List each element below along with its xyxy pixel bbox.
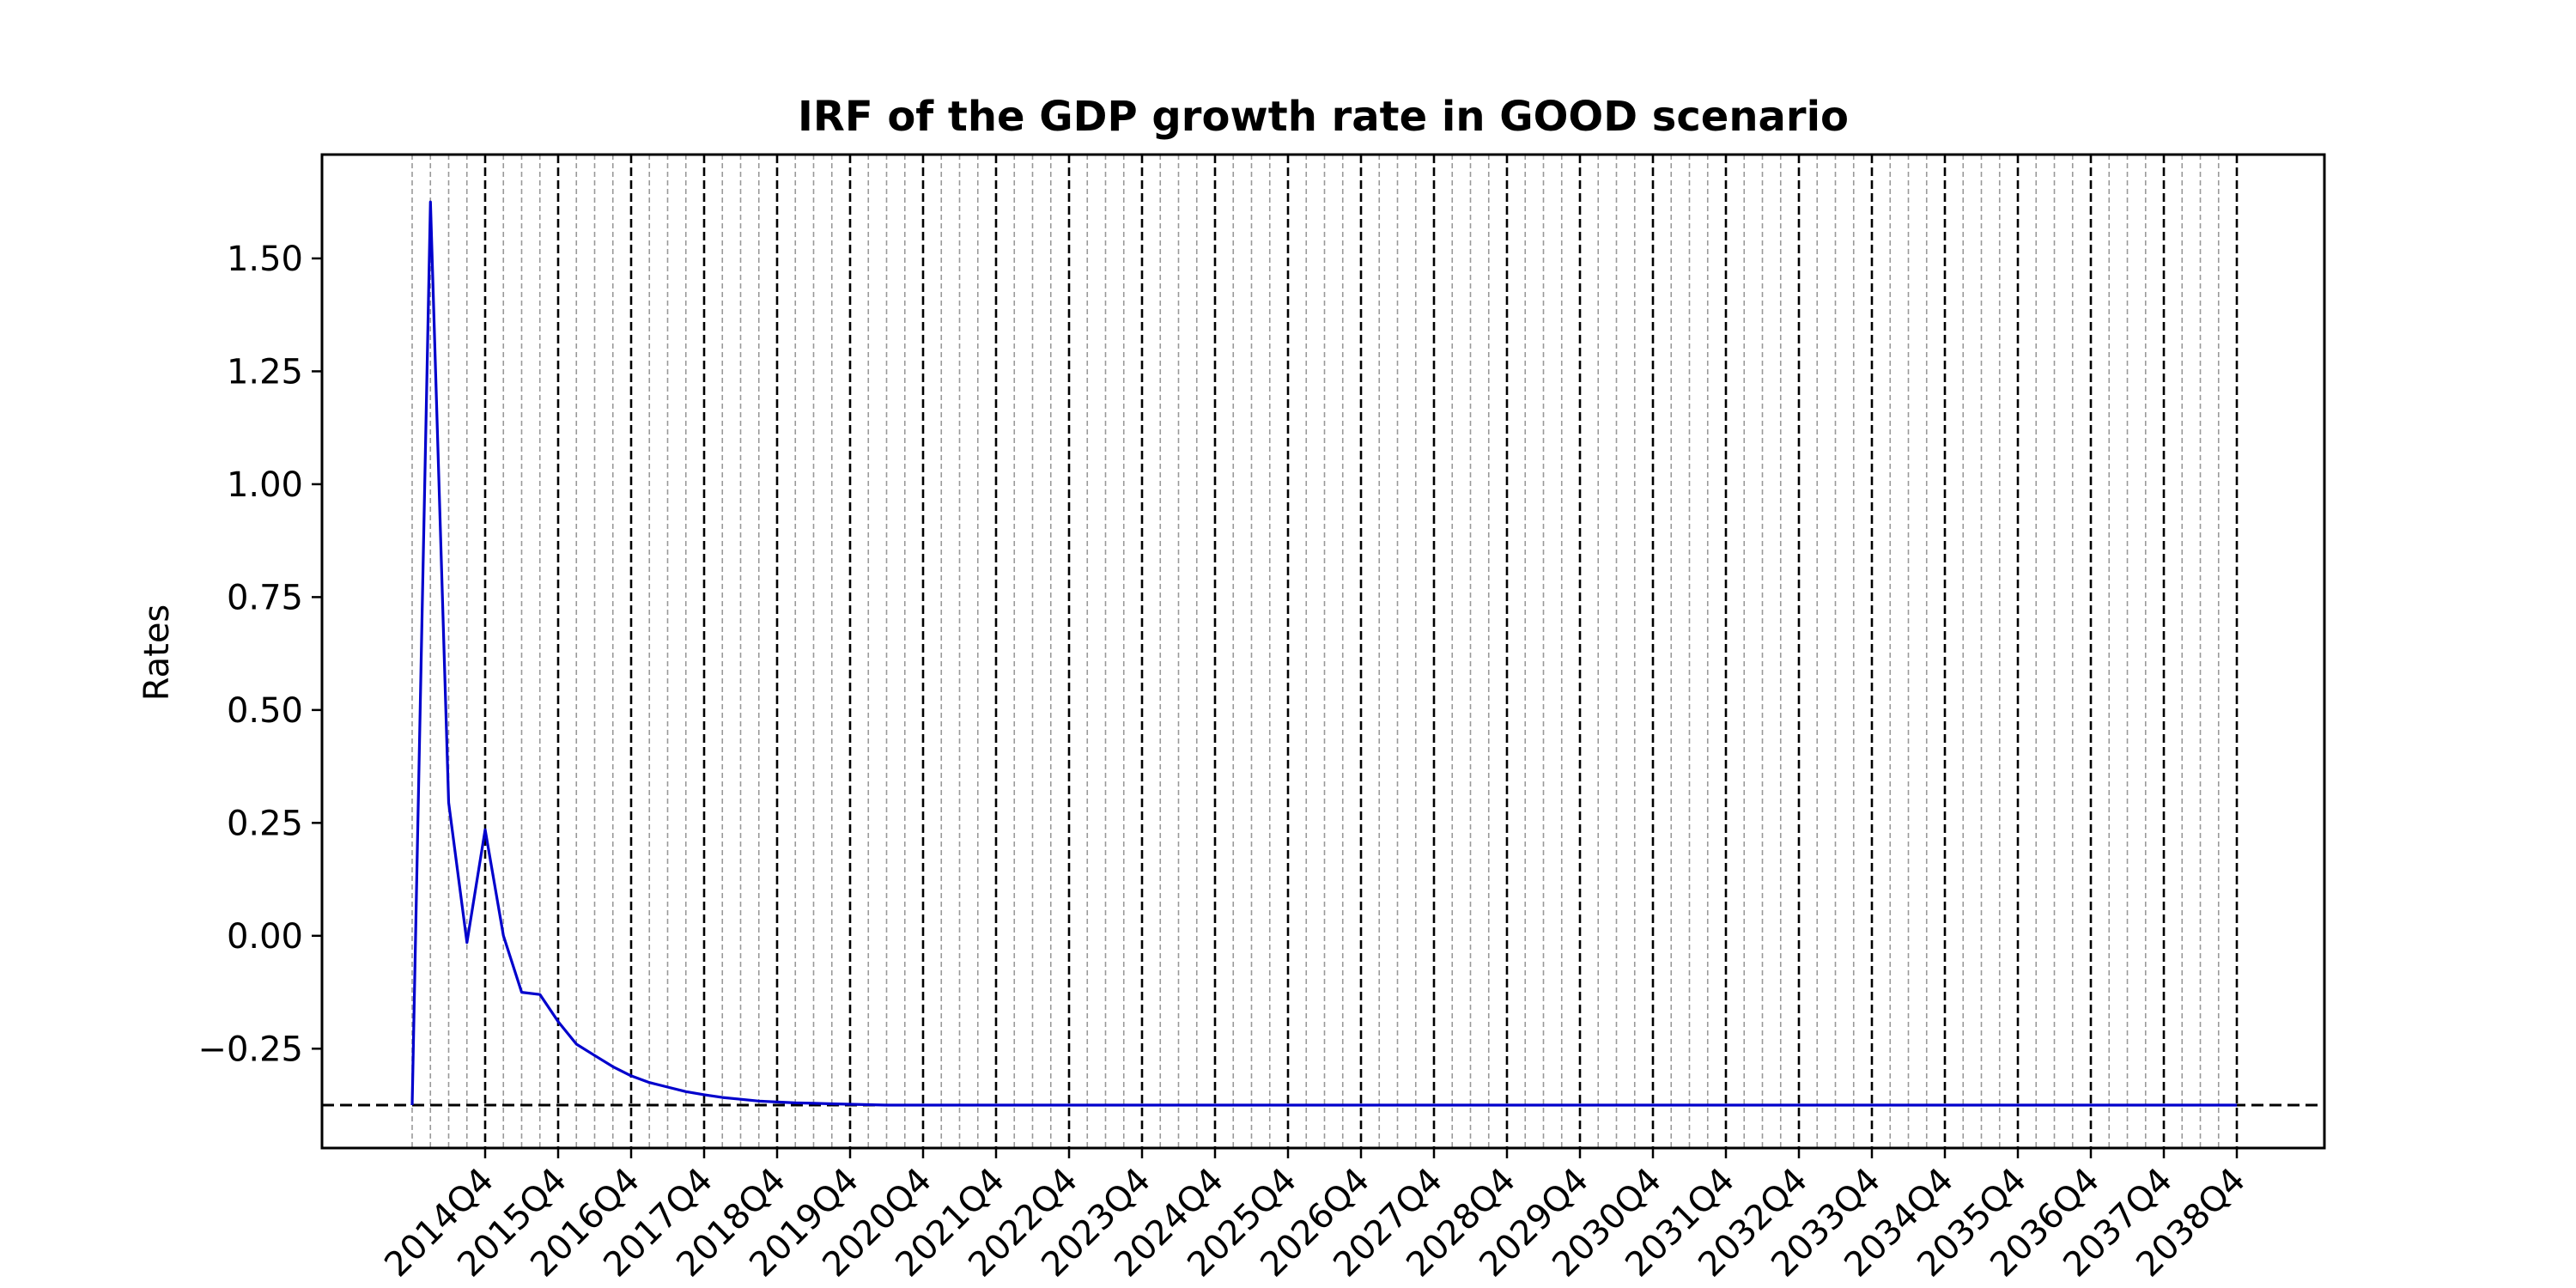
y-axis: 1.50 1.25 1.00 0.75 0.50 0.25 0.00 −0.25 <box>197 240 322 1069</box>
plot-frame <box>320 153 2326 1150</box>
series-line <box>410 200 2237 1107</box>
y-tick-label: 0.50 <box>227 691 303 731</box>
y-tick-label: 1.00 <box>227 465 303 505</box>
y-tick-label: 0.00 <box>227 917 303 957</box>
chart-title: IRF of the GDP growth rate in GOOD scena… <box>798 93 1849 141</box>
x-axis: 2014Q42015Q42016Q42017Q42018Q42019Q42020… <box>377 1148 2253 1285</box>
y-tick-label: −0.25 <box>197 1030 303 1069</box>
y-tick-label: 1.50 <box>227 240 303 279</box>
y-tick-label: 0.75 <box>227 578 303 617</box>
y-tick-label: 0.25 <box>227 804 303 843</box>
y-tick-label: 1.25 <box>227 352 303 392</box>
y-axis-label: Rates <box>137 605 177 702</box>
series-layer <box>410 200 2237 1107</box>
grid-lines <box>411 155 2239 1148</box>
